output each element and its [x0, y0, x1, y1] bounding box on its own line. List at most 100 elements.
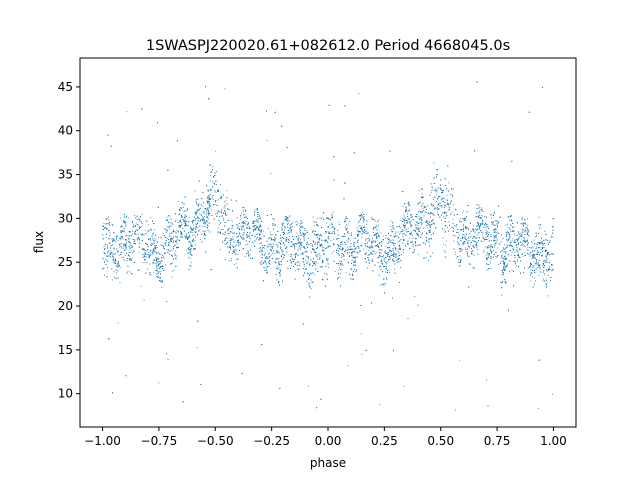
data-point — [550, 235, 552, 237]
data-point — [507, 263, 509, 265]
data-point — [501, 286, 503, 288]
data-point — [278, 257, 280, 259]
data-point — [505, 252, 507, 254]
data-point — [363, 219, 365, 221]
data-point — [372, 232, 374, 234]
data-point — [453, 240, 455, 242]
data-point — [411, 241, 413, 243]
data-point — [533, 261, 535, 263]
data-point — [431, 213, 432, 215]
data-point — [511, 240, 513, 242]
data-point — [542, 278, 544, 280]
data-point — [156, 266, 157, 268]
data-point — [338, 254, 340, 256]
data-point — [187, 237, 189, 238]
data-point — [297, 222, 299, 224]
data-point — [184, 210, 186, 212]
data-point — [446, 202, 448, 204]
data-point — [348, 249, 350, 251]
data-point — [394, 233, 396, 235]
data-point — [224, 243, 226, 245]
data-point — [409, 209, 411, 211]
data-point — [380, 252, 382, 254]
data-point — [119, 239, 121, 241]
data-point — [325, 233, 327, 235]
data-point — [390, 220, 392, 222]
data-point — [503, 269, 505, 271]
data-point — [236, 244, 238, 246]
data-point — [208, 200, 210, 202]
data-point — [476, 248, 478, 250]
data-point — [165, 264, 166, 266]
data-point — [385, 282, 387, 284]
data-point — [190, 266, 192, 268]
data-point — [151, 245, 153, 246]
data-point — [314, 274, 315, 276]
data-point — [442, 237, 444, 239]
data-point — [449, 207, 451, 209]
scatter-points — [102, 81, 554, 411]
data-point — [412, 229, 414, 231]
data-point — [458, 259, 460, 261]
data-point — [462, 233, 464, 235]
data-point — [367, 246, 369, 248]
data-point — [211, 195, 213, 197]
data-point — [318, 239, 320, 241]
data-point — [206, 214, 208, 216]
data-point — [500, 250, 502, 252]
data-point — [300, 234, 302, 236]
data-point — [172, 270, 173, 272]
data-point — [270, 172, 272, 174]
data-point — [281, 249, 283, 251]
data-point — [446, 204, 448, 206]
data-point — [361, 236, 363, 238]
data-point — [305, 269, 307, 271]
data-point — [184, 214, 186, 216]
data-point — [204, 251, 206, 252]
data-point — [226, 190, 228, 191]
data-point — [502, 281, 503, 282]
data-point — [368, 258, 370, 260]
data-point — [322, 247, 324, 249]
data-point — [527, 246, 529, 248]
data-point — [522, 240, 524, 242]
data-point — [451, 196, 453, 198]
data-point — [139, 221, 141, 222]
data-point — [437, 206, 438, 208]
data-point — [307, 258, 309, 260]
data-point — [374, 242, 376, 244]
data-point — [245, 244, 247, 246]
data-point — [383, 285, 385, 287]
data-point — [356, 245, 358, 247]
data-point — [443, 229, 445, 231]
data-point — [279, 246, 281, 248]
data-point — [324, 272, 326, 274]
data-point — [530, 280, 532, 282]
data-point — [459, 264, 461, 266]
data-point — [143, 253, 145, 255]
data-point — [523, 238, 525, 240]
data-point — [109, 232, 111, 234]
data-point — [397, 231, 399, 233]
data-point — [415, 221, 417, 223]
data-point — [392, 259, 393, 260]
data-point — [496, 238, 498, 240]
data-point — [224, 259, 226, 261]
data-point — [435, 200, 437, 202]
data-point — [395, 260, 397, 262]
data-point — [163, 269, 165, 271]
data-point — [240, 225, 242, 227]
data-point — [366, 224, 368, 226]
data-point — [470, 263, 472, 265]
data-point — [280, 244, 282, 245]
data-point — [459, 235, 461, 237]
data-point — [402, 224, 404, 225]
data-point — [424, 207, 426, 209]
data-point — [472, 240, 474, 242]
data-point — [338, 245, 340, 247]
data-point — [465, 236, 466, 238]
data-point — [264, 247, 266, 249]
data-point — [152, 244, 154, 246]
data-point — [536, 263, 538, 265]
data-point — [193, 224, 195, 226]
